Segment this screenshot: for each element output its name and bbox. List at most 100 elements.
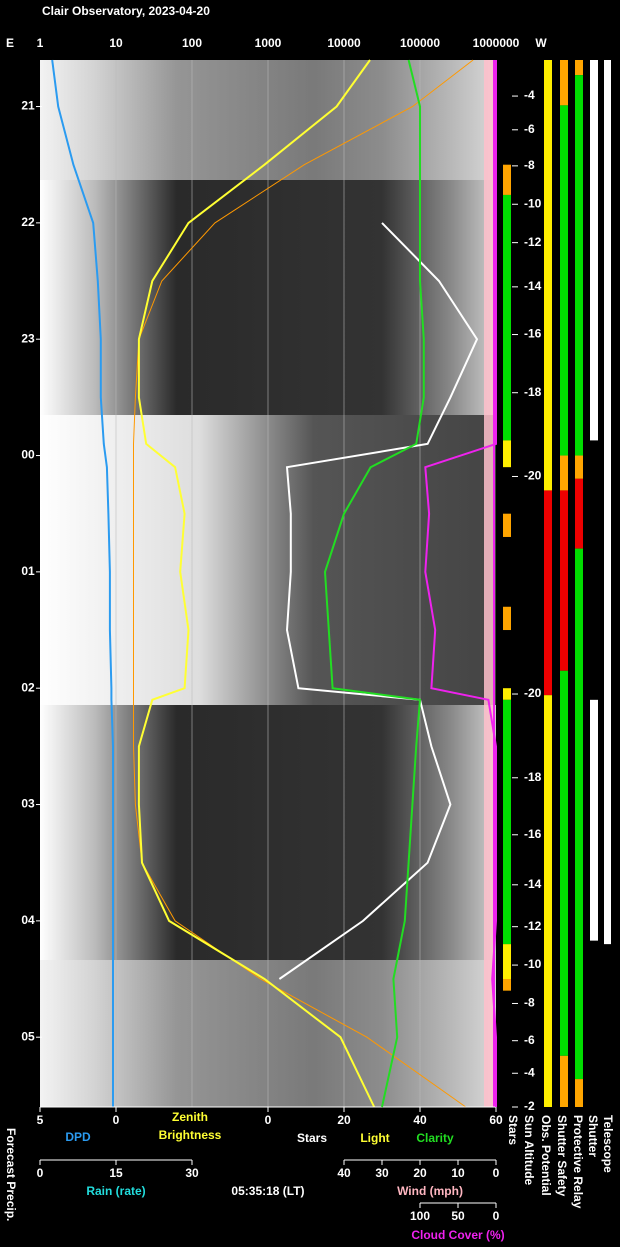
scale-title: Rain (rate) xyxy=(86,1184,145,1198)
scale-title: Zenith xyxy=(172,1110,208,1124)
scale-title: DPD xyxy=(65,1130,91,1144)
status-segment xyxy=(544,695,552,1107)
status-segment xyxy=(575,548,583,1080)
status-segment xyxy=(590,699,598,941)
sun-altitude-label: -14 xyxy=(524,279,542,293)
scale-tick-label: 20 xyxy=(413,1166,427,1180)
y-tick-label: 23 xyxy=(21,331,35,345)
sun-altitude-label: -16 xyxy=(524,327,542,341)
x-tick-label: 100 xyxy=(182,36,202,50)
y-tick-label: 01 xyxy=(21,564,35,578)
status-label: Shutter xyxy=(586,1115,600,1157)
status-segment xyxy=(575,75,583,456)
series-line xyxy=(137,59,376,1108)
scale-title: Cloud Cover (%) xyxy=(411,1228,504,1242)
x-tick-label: 1000 xyxy=(255,36,282,50)
sun-altitude-label: -18 xyxy=(524,385,542,399)
sun-altitude-label: -10 xyxy=(524,957,542,971)
scale-tick-label: 60 xyxy=(489,1113,503,1127)
status-segment xyxy=(544,490,552,696)
scale-tick-label: 0 xyxy=(493,1166,500,1180)
scale-title: Clarity xyxy=(416,1131,454,1145)
scale-tick-label: 0 xyxy=(37,1166,44,1180)
x-tick-label: 1000000 xyxy=(473,36,520,50)
status-segment xyxy=(560,60,568,106)
sun-altitude-label: -10 xyxy=(524,196,542,210)
sun-altitude-label: -6 xyxy=(524,122,535,136)
scale-title: Light xyxy=(360,1131,389,1145)
sun-altitude-label: -14 xyxy=(524,877,542,891)
status-segment xyxy=(560,670,568,1056)
sun-altitude-label: -16 xyxy=(524,827,542,841)
status-segment xyxy=(590,60,598,441)
scale-tick-label: 100 xyxy=(410,1209,430,1223)
status-segment xyxy=(503,699,511,945)
scale-tick-label: 40 xyxy=(337,1166,351,1180)
x-tick-label: 10000 xyxy=(327,36,361,50)
sun-altitude-label: -8 xyxy=(524,158,535,172)
time-label: 05:35:18 (LT) xyxy=(231,1184,304,1198)
chart-title: Clair Observatory, 2023-04-20 xyxy=(42,4,210,18)
series-line xyxy=(323,59,425,1108)
scale-title: Stars xyxy=(297,1131,327,1145)
y-tick-label: 22 xyxy=(21,215,35,229)
status-segment xyxy=(503,164,511,195)
y-tick-label: 02 xyxy=(21,680,35,694)
sun-altitude-label: -2 xyxy=(524,1099,535,1113)
scale-tick-label: 10 xyxy=(451,1166,465,1180)
status-segment xyxy=(575,478,583,549)
status-segment xyxy=(575,455,583,479)
scale-tick-label: 30 xyxy=(375,1166,389,1180)
status-label: Stars xyxy=(506,1115,520,1145)
status-label: Protective Relay xyxy=(571,1115,585,1209)
sun-altitude-label: -4 xyxy=(524,1065,535,1079)
series-line xyxy=(133,59,474,1108)
series-line xyxy=(424,60,497,1107)
status-segment xyxy=(503,944,511,980)
sun-altitude-label: -18 xyxy=(524,770,542,784)
status-segment xyxy=(560,105,568,456)
edge-label: W xyxy=(535,36,547,50)
sun-altitude-label: -20 xyxy=(524,469,542,483)
y-tick-label: 21 xyxy=(21,99,35,113)
x-tick-label: 10 xyxy=(109,36,123,50)
y-tick-label: 04 xyxy=(21,913,35,927)
x-tick-label: 1 xyxy=(37,36,44,50)
sun-altitude-label: -12 xyxy=(524,919,542,933)
axis-title: Sun Altitude xyxy=(522,1115,536,1186)
status-segment xyxy=(503,688,511,700)
status-segment xyxy=(560,455,568,491)
scale-tick-label: 40 xyxy=(413,1113,427,1127)
scale-tick-label: 0 xyxy=(113,1113,120,1127)
status-segment xyxy=(575,1079,583,1107)
status-segment xyxy=(560,490,568,671)
status-segment xyxy=(575,60,583,76)
edge-label: E xyxy=(6,36,14,50)
status-segment xyxy=(503,606,511,631)
scale-tick-label: 20 xyxy=(337,1113,351,1127)
status-segment xyxy=(544,60,552,491)
sun-altitude-label: -6 xyxy=(524,1033,535,1047)
axis-title: Forecast Precip. xyxy=(4,1128,18,1221)
y-tick-label: 05 xyxy=(21,1029,35,1043)
status-segment xyxy=(503,979,511,991)
status-label: Shutter Safety xyxy=(555,1115,569,1197)
status-segment xyxy=(604,60,611,945)
sun-altitude-label: -4 xyxy=(524,88,535,102)
scale-tick-label: 5 xyxy=(37,1113,44,1127)
status-segment xyxy=(503,440,511,468)
status-segment xyxy=(560,1055,568,1107)
status-segment xyxy=(503,513,511,537)
scale-tick-label: 50 xyxy=(451,1209,465,1223)
x-tick-label: 100000 xyxy=(400,36,440,50)
scale-tick-label: 0 xyxy=(265,1113,272,1127)
y-tick-label: 03 xyxy=(21,797,35,811)
sun-altitude-label: -12 xyxy=(524,235,542,249)
y-tick-label: 00 xyxy=(21,448,35,462)
scale-tick-label: 30 xyxy=(185,1166,199,1180)
scale-title: Wind (mph) xyxy=(397,1184,463,1198)
status-label: Obs. Potential xyxy=(539,1115,553,1196)
status-label: Telescope xyxy=(601,1115,615,1173)
scale-tick-label: 15 xyxy=(109,1166,123,1180)
